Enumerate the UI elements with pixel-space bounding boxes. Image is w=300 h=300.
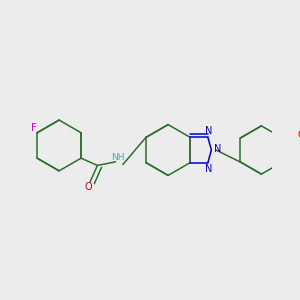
Text: O: O bbox=[298, 130, 300, 140]
Text: NH: NH bbox=[112, 153, 125, 162]
Text: F: F bbox=[31, 123, 36, 133]
Text: N: N bbox=[205, 126, 212, 136]
Text: O: O bbox=[85, 182, 92, 192]
Text: N: N bbox=[205, 164, 212, 174]
Text: N: N bbox=[214, 144, 221, 154]
